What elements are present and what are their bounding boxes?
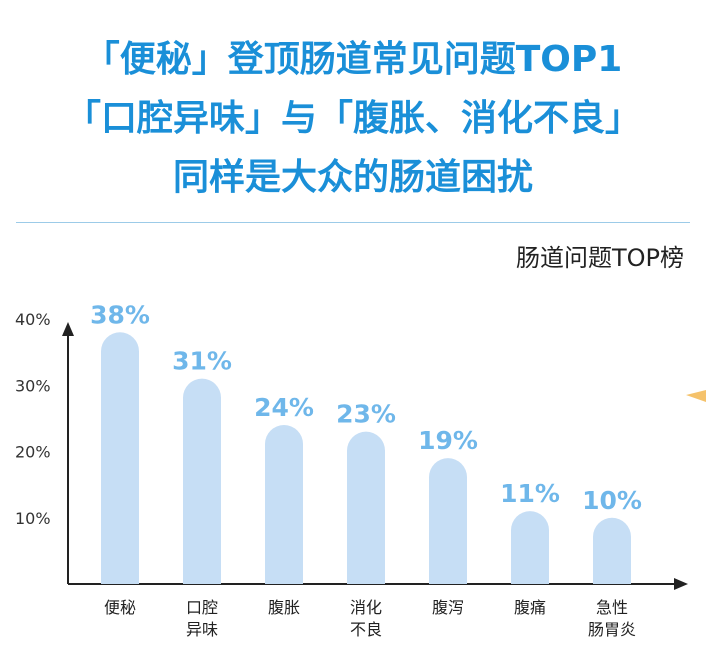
bar-6 (593, 517, 631, 584)
bar-4 (429, 458, 467, 584)
category-label: 便秘 (104, 598, 136, 617)
category-label: 肠胃炎 (588, 620, 636, 639)
category-label: 口腔 (186, 598, 218, 617)
y-tick-label: 40% (15, 310, 51, 329)
y-axis-arrow (62, 322, 74, 336)
value-label: 24% (254, 393, 314, 422)
headline-line-2: 「口腔异味」与「腹胀、消化不良」 (64, 98, 641, 139)
bar-0 (101, 332, 139, 584)
headline-line-1: 「便秘」登顶肠道常见问题TOP1 (83, 39, 623, 80)
y-tick-label: 10% (15, 509, 51, 528)
headline: 「便秘」登顶肠道常见问题TOP1 「口腔异味」与「腹胀、消化不良」 同样是大众的… (0, 30, 706, 207)
value-label: 11% (500, 479, 560, 508)
category-label: 腹胀 (268, 598, 300, 617)
value-label: 23% (336, 400, 396, 429)
bar-5 (511, 511, 549, 584)
x-axis-arrow (674, 578, 688, 590)
bar-1 (183, 378, 221, 584)
category-label: 急性 (596, 598, 628, 617)
value-label: 31% (172, 347, 232, 376)
headline-line-3: 同样是大众的肠道困扰 (172, 157, 533, 198)
y-tick-label: 30% (15, 376, 51, 395)
divider (16, 222, 690, 223)
category-label: 腹痛 (514, 598, 546, 617)
value-label: 19% (418, 426, 478, 455)
value-label: 10% (582, 486, 642, 515)
chart-title: 肠道问题TOP榜 (515, 244, 684, 272)
category-label: 消化 (350, 598, 382, 617)
category-label: 异味 (186, 620, 218, 639)
decorative-arrow-shape (686, 390, 706, 402)
bar-2 (265, 425, 303, 584)
bar-3 (347, 431, 385, 584)
y-tick-label: 20% (15, 443, 51, 462)
value-label: 38% (90, 300, 150, 329)
category-label: 腹泻 (432, 598, 464, 617)
category-label: 不良 (350, 620, 382, 639)
